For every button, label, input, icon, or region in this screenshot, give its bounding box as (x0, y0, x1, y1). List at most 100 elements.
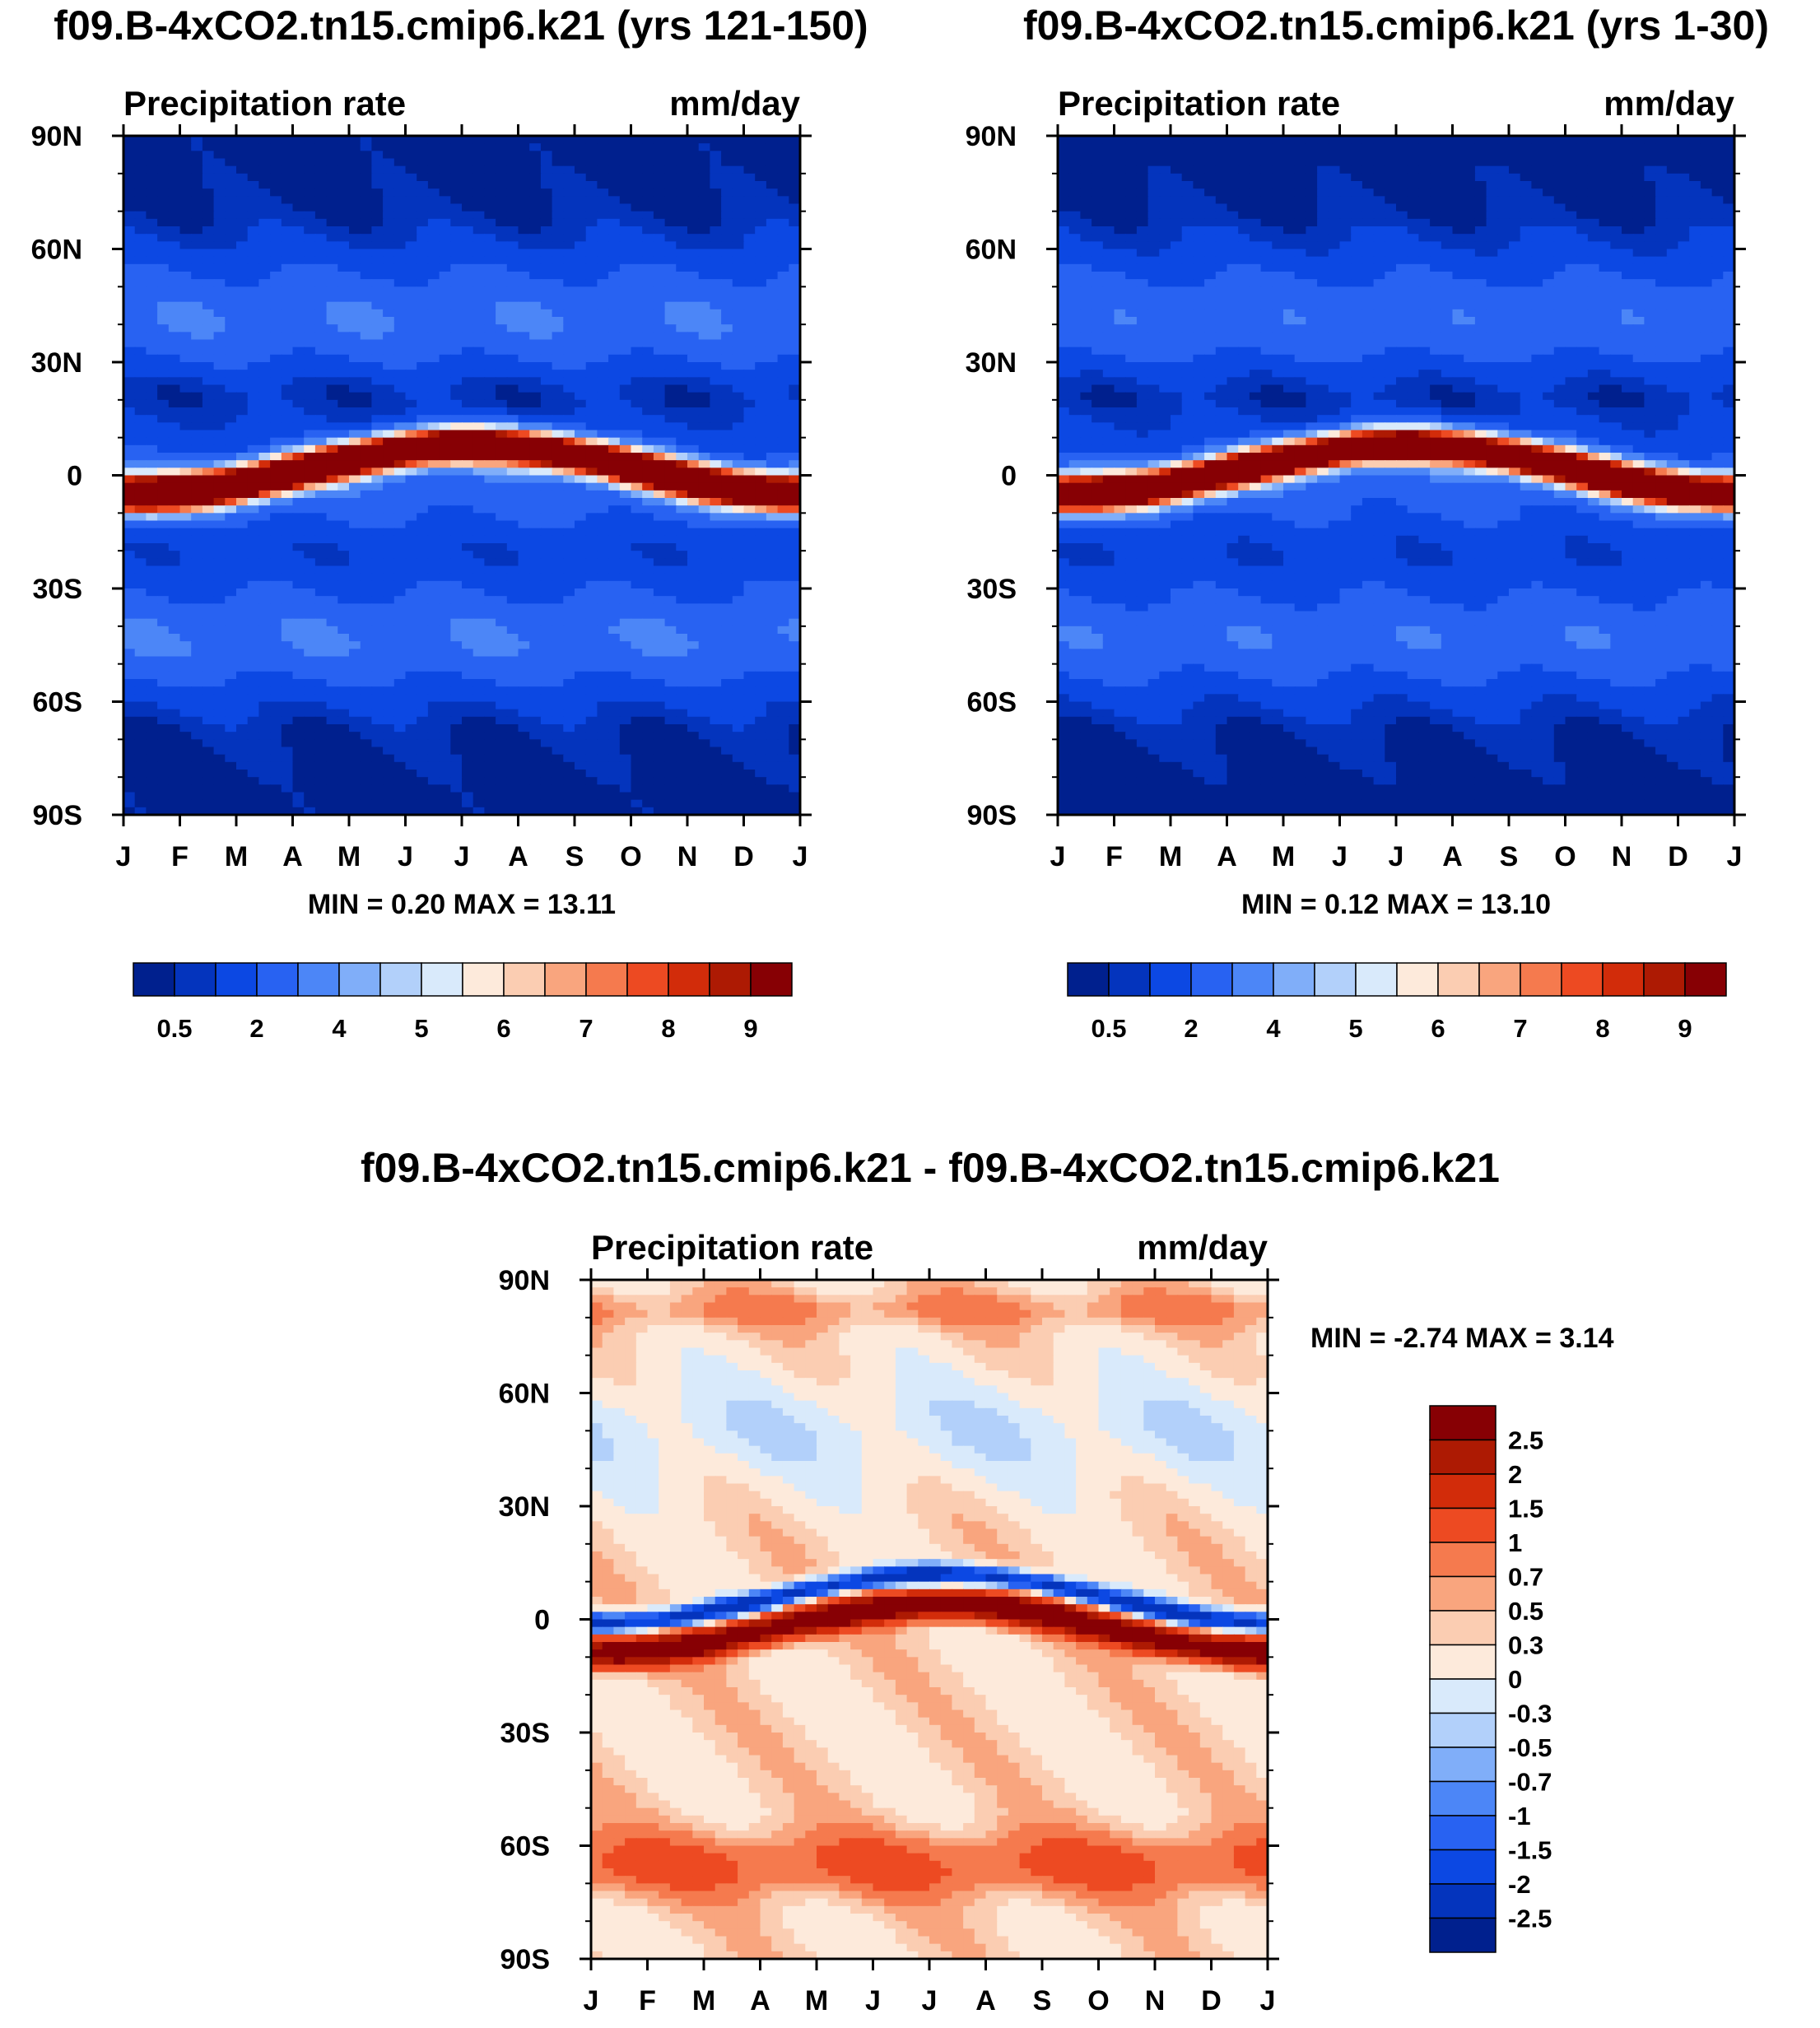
colorbar-swatch (338, 962, 381, 997)
colorbar-swatch (1429, 1644, 1496, 1680)
colorbar-swatch (1273, 962, 1315, 997)
contour-field (591, 1280, 1268, 1960)
month-tick-label: D (1201, 1985, 1222, 2016)
month-tick-label: F (171, 841, 189, 872)
colorbar-label: 1.5 (1508, 1495, 1543, 1523)
colorbar-label: 8 (1595, 1014, 1609, 1043)
month-tick-label: F (1105, 841, 1123, 872)
month-tick-label: S (1033, 1985, 1052, 2016)
month-tick-label: J (1389, 841, 1404, 872)
colorbar-swatch (1429, 1883, 1496, 1919)
colorbar-label: 4 (1266, 1014, 1281, 1043)
month-tick-label: O (1087, 1985, 1109, 2016)
colorbar: 0.5 2 4 5 6 7 8 9 (1067, 962, 1727, 1043)
month-tick-label: J (922, 1985, 938, 2016)
month-tick-label: J (1727, 841, 1743, 872)
units-label: mm/day (1604, 84, 1734, 123)
month-tick-label: M (692, 1985, 715, 2016)
colorbar-label: 2 (1508, 1460, 1522, 1489)
colorbar-swatch (1429, 1575, 1496, 1612)
colorbar-swatch (174, 962, 216, 997)
month-tick-label: J (793, 841, 808, 872)
colorbar-label: 0 (1508, 1665, 1522, 1694)
colorbar-label: 0.7 (1508, 1563, 1543, 1592)
colorbar-swatch (1429, 1815, 1496, 1851)
month-tick-label: M (1159, 841, 1182, 872)
colorbar-swatch (215, 962, 258, 997)
colorbar-swatch (1190, 962, 1233, 997)
lat-tick-label: 60S (500, 1831, 551, 1863)
panel-late-years: f09.B-4xCO2.tn15.cmip6.k21 (yrs 121-150)… (31, 2, 868, 1043)
colorbar-swatch (544, 962, 587, 997)
colorbar-swatch (1067, 962, 1110, 997)
colorbar-swatch (1561, 962, 1604, 997)
colorbar-swatch (1149, 962, 1192, 997)
colorbar-label: 2 (1184, 1014, 1198, 1043)
colorbar-swatch (1437, 962, 1480, 997)
month-tick-label: N (1612, 841, 1632, 872)
contour-field (123, 136, 801, 816)
lat-tick-label: 30N (966, 347, 1017, 379)
month-tick-label: J (454, 841, 470, 872)
lat-tick-label: 30N (31, 347, 82, 379)
month-tick-label: M (1272, 841, 1295, 872)
colorbar-label: 6 (1431, 1014, 1445, 1043)
colorbar-label: 9 (1678, 1014, 1692, 1043)
colorbar-swatch (1429, 1405, 1496, 1441)
chart-title: f09.B-4xCO2.tn15.cmip6.k21 - f09.B-4xCO2… (361, 1145, 1500, 1191)
lat-tick-label: 30S (33, 574, 83, 605)
colorbar-label: 0.5 (1508, 1597, 1543, 1626)
colorbar-label: 0.5 (156, 1014, 192, 1043)
colorbar-swatch (1602, 962, 1645, 997)
month-tick-label: J (398, 841, 413, 872)
colorbar-swatch (1429, 1849, 1496, 1885)
colorbar-swatch (1396, 962, 1439, 997)
colorbar-swatch (256, 962, 299, 997)
colorbar-label: 2 (249, 1014, 263, 1043)
colorbar-swatch (133, 962, 175, 997)
units-label: mm/day (669, 84, 800, 123)
colorbar-label: -1 (1508, 1802, 1531, 1830)
month-tick-label: M (337, 841, 361, 872)
colorbar-swatch (1429, 1439, 1496, 1475)
colorbar-swatch (297, 962, 340, 997)
variable-label: Precipitation rate (123, 84, 406, 123)
month-tick-label: O (1554, 841, 1576, 872)
month-tick-label: D (733, 841, 754, 872)
month-tick-label: J (116, 841, 132, 872)
colorbar-swatch (1684, 962, 1727, 997)
month-tick-label: A (282, 841, 303, 872)
colorbar-label: 5 (1348, 1014, 1362, 1043)
lat-tick-label: 90N (31, 121, 82, 152)
colorbar-label: 0.5 (1091, 1014, 1126, 1043)
lat-tick-label: 0 (67, 461, 82, 492)
min-max-readout: MIN = 0.12 MAX = 13.10 (1241, 889, 1551, 920)
lat-tick-label: 60N (499, 1379, 550, 1410)
colorbar-swatch (1429, 1780, 1496, 1816)
month-tick-label: F (639, 1985, 656, 2016)
colorbar-label: 5 (414, 1014, 428, 1043)
colorbar-label: -0.3 (1508, 1700, 1552, 1728)
colorbar-swatch (1108, 962, 1151, 997)
variable-label: Precipitation rate (591, 1228, 873, 1267)
month-tick-label: A (750, 1985, 770, 2016)
colorbar-label: -2.5 (1508, 1905, 1552, 1933)
colorbar-swatch (1478, 962, 1521, 997)
colorbar-swatch (503, 962, 546, 997)
month-tick-label: O (620, 841, 641, 872)
colorbar-swatch (1429, 1473, 1496, 1509)
lat-tick-label: 90S (33, 800, 83, 831)
colorbar-label: 7 (579, 1014, 593, 1043)
colorbar-label: 2.5 (1508, 1426, 1543, 1455)
contour-field (1058, 136, 1735, 816)
min-max-readout: MIN = -2.74 MAX = 3.14 (1310, 1323, 1614, 1354)
colorbar-label: 0.3 (1508, 1631, 1543, 1660)
colorbar-label: 7 (1513, 1014, 1527, 1043)
colorbar-swatch (1643, 962, 1686, 997)
month-tick-label: A (1442, 841, 1463, 872)
colorbar-label: 9 (743, 1014, 757, 1043)
colorbar-label: -2 (1508, 1870, 1531, 1899)
month-tick-label: M (225, 841, 248, 872)
month-tick-label: N (677, 841, 698, 872)
